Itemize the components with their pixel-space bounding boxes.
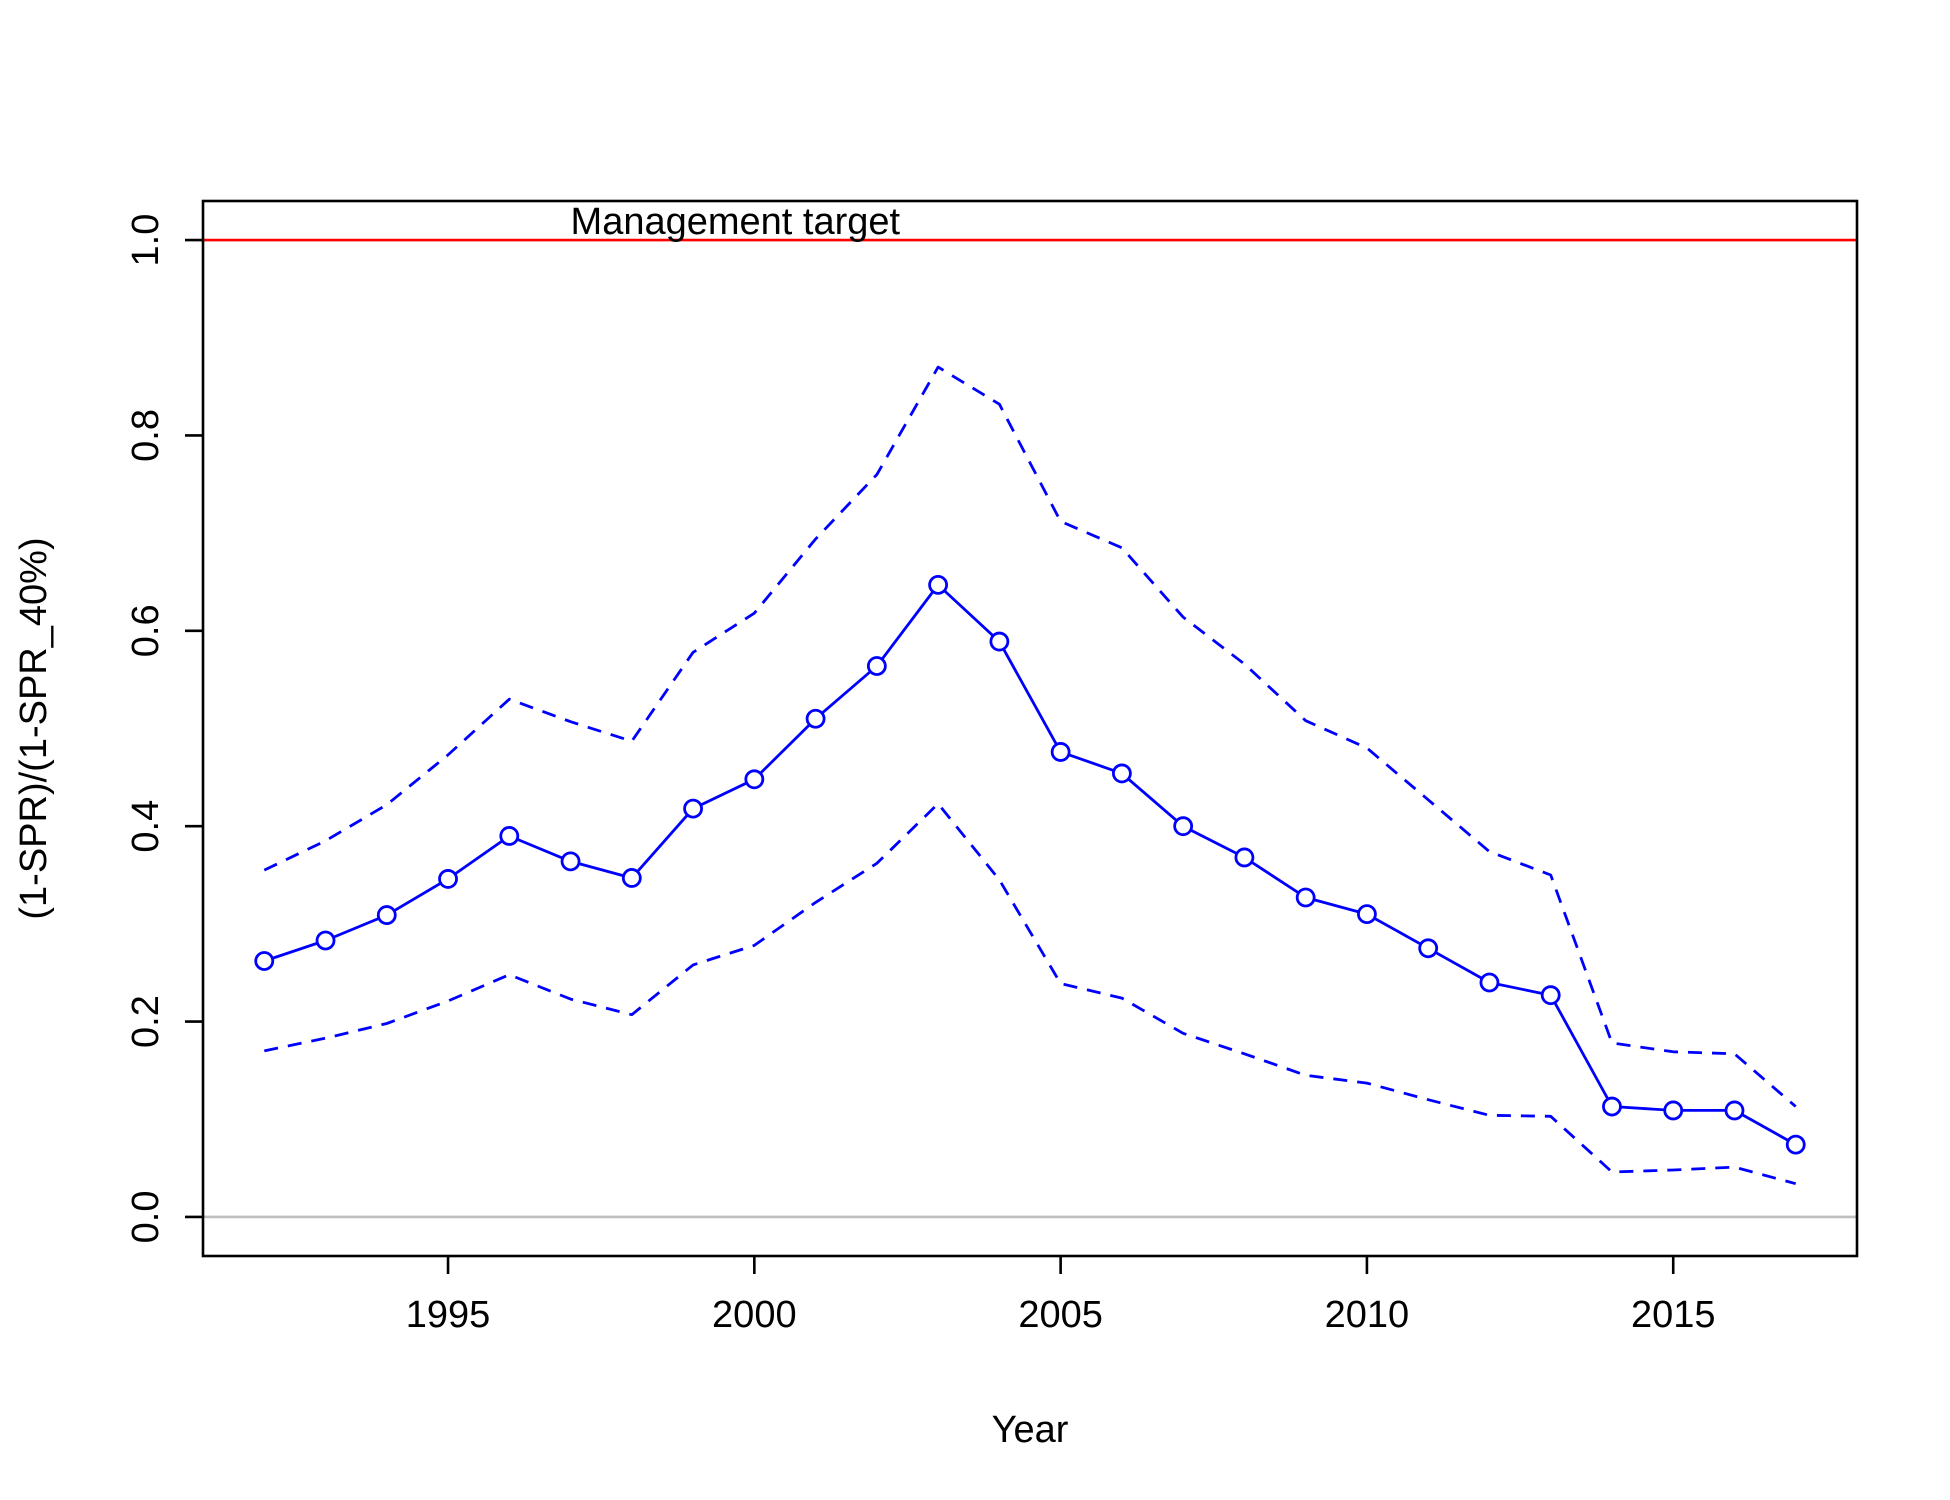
estimate-point [499,826,520,846]
y-axis-title: (1-SPR)/(1-SPR_40%) [13,537,55,919]
reference-lines [203,238,1857,1219]
x-tick-label: 2015 [1631,1294,1716,1336]
x-axis-title: Year [992,1409,1069,1451]
estimate-point [744,769,765,790]
estimate-point [438,869,458,889]
y-tick-label: 0.2 [125,995,167,1048]
estimate-point [866,656,887,676]
estimate-point [1295,887,1316,908]
x-tick-label: 2000 [712,1294,797,1336]
estimate-point [1785,1134,1806,1155]
x-tick-label: 1995 [406,1294,491,1336]
lower-interval-line [264,802,1797,1186]
series-layer [254,365,1806,1186]
estimate-point [928,575,949,595]
estimate-point [989,631,1010,652]
estimate-point [315,930,336,951]
estimate-point [1111,763,1132,784]
axes: 1995 2000 2005 2010 2015 0.0 0.2 0.4 0.6 0.8 1.0 [125,199,1859,1336]
estimate-point [560,851,581,872]
estimate-point [254,951,275,971]
estimate-point [1479,972,1500,993]
estimate-point [1602,1096,1622,1117]
estimate-point [1418,938,1439,959]
estimate-point [376,905,397,925]
y-tick-label: 0.4 [125,800,167,853]
estimate-point [1663,1100,1684,1121]
management-target-label: Management target [571,201,901,243]
estimate-point [1724,1100,1745,1121]
estimate-point [621,868,642,888]
estimate-point [1173,816,1194,837]
estimate-point [1234,847,1255,868]
x-tick-label: 2005 [1018,1294,1103,1336]
estimate-point [1540,985,1561,1006]
estimate-point [1050,742,1071,762]
upper-interval-line [263,365,1797,1108]
estimate-point [683,798,703,819]
plot-border [201,199,1859,1258]
y-tick-label: 0.6 [125,604,167,657]
y-tick-label: 0.8 [125,409,167,462]
x-tick-label: 2010 [1325,1294,1410,1336]
estimate-line [263,583,1797,1146]
estimate-point [805,708,826,729]
y-tick-label: 0.0 [125,1191,167,1244]
y-tick-label: 1.0 [125,214,167,267]
estimate-point [1357,904,1377,925]
